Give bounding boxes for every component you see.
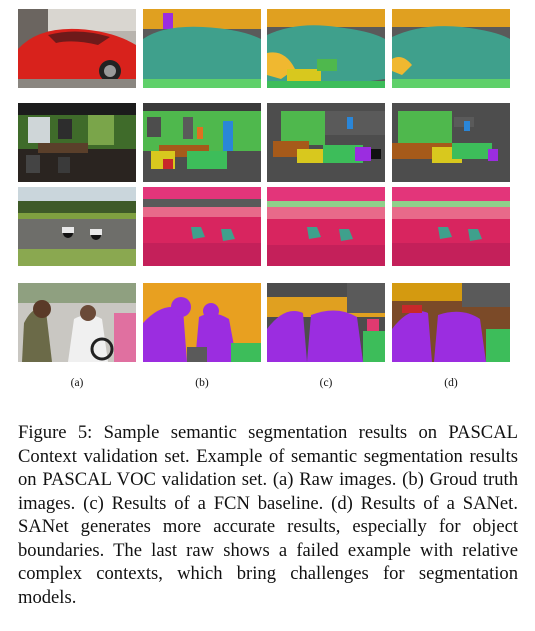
sanet-result-people xyxy=(392,283,510,362)
sanet-result-room xyxy=(392,103,510,182)
fcn-result-room xyxy=(267,103,385,182)
raw-image-car xyxy=(18,9,136,88)
raw-image-people xyxy=(18,283,136,362)
ground-truth-people xyxy=(143,283,261,362)
column-label-a: (a) xyxy=(70,377,84,389)
figure-caption: Figure 5: Sample semantic segmentation r… xyxy=(18,422,518,608)
column-label-b: (b) xyxy=(195,377,209,389)
sanet-result-car xyxy=(392,9,510,88)
column-label-c: (c) xyxy=(319,377,333,389)
fcn-result-people xyxy=(267,283,385,362)
ground-truth-track xyxy=(143,187,261,266)
ground-truth-car xyxy=(143,9,261,88)
fcn-result-car xyxy=(267,9,385,88)
sanet-result-track xyxy=(392,187,510,266)
column-label-d: (d) xyxy=(444,377,458,389)
raw-image-track xyxy=(18,187,136,266)
ground-truth-room xyxy=(143,103,261,182)
raw-image-room xyxy=(18,103,136,182)
fcn-result-track xyxy=(267,187,385,266)
